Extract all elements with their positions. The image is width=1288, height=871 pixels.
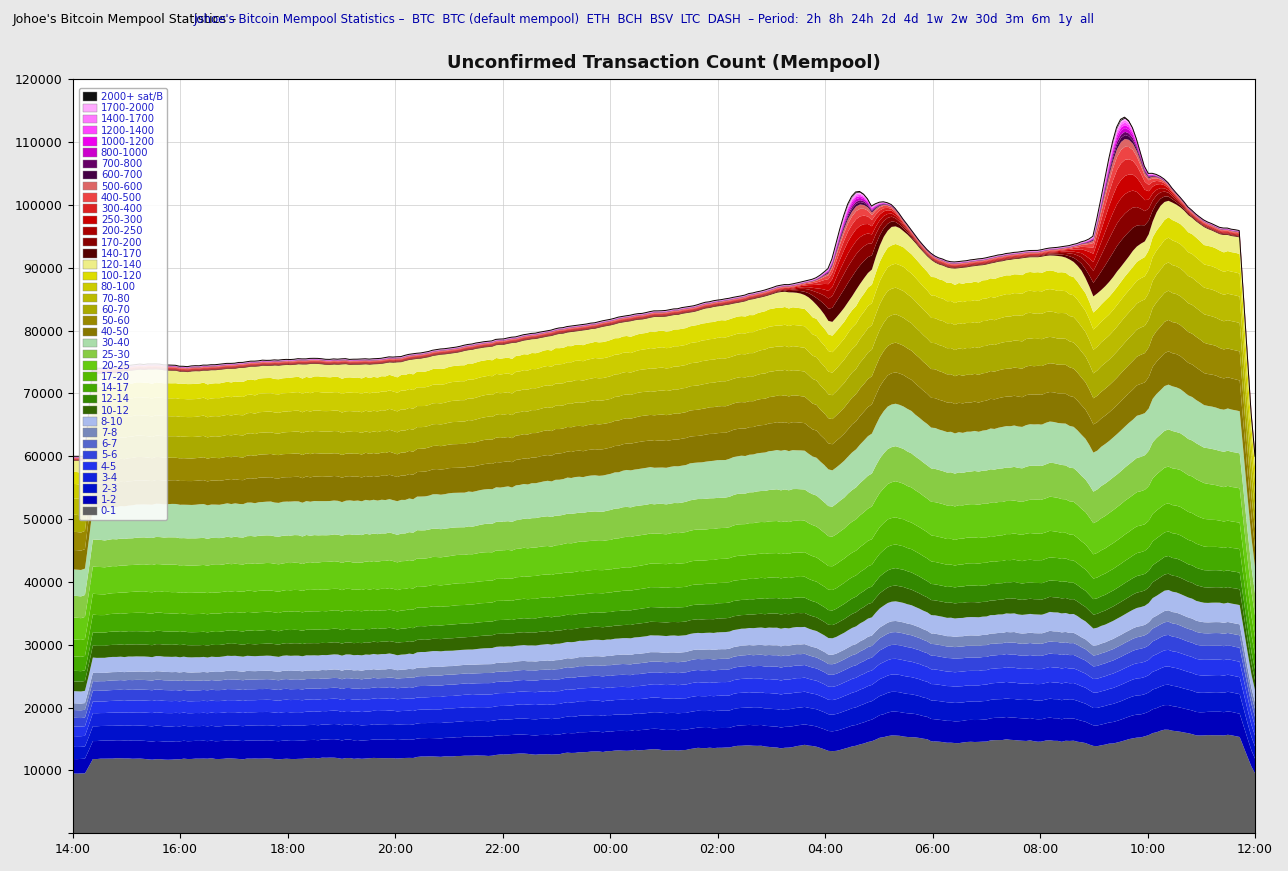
Title: Unconfirmed Transaction Count (Mempool): Unconfirmed Transaction Count (Mempool): [447, 54, 881, 72]
Text: Johoe's Bitcoin Mempool Statistics –  BTC  BTC (default mempool)  ETH  BCH  BSV : Johoe's Bitcoin Mempool Statistics – BTC…: [193, 13, 1095, 26]
Legend: 2000+ sat/B, 1700-2000, 1400-1700, 1200-1400, 1000-1200, 800-1000, 700-800, 600-: 2000+ sat/B, 1700-2000, 1400-1700, 1200-…: [79, 88, 167, 521]
Text: Johoe's Bitcoin Mempool Statistics –: Johoe's Bitcoin Mempool Statistics –: [13, 13, 241, 26]
